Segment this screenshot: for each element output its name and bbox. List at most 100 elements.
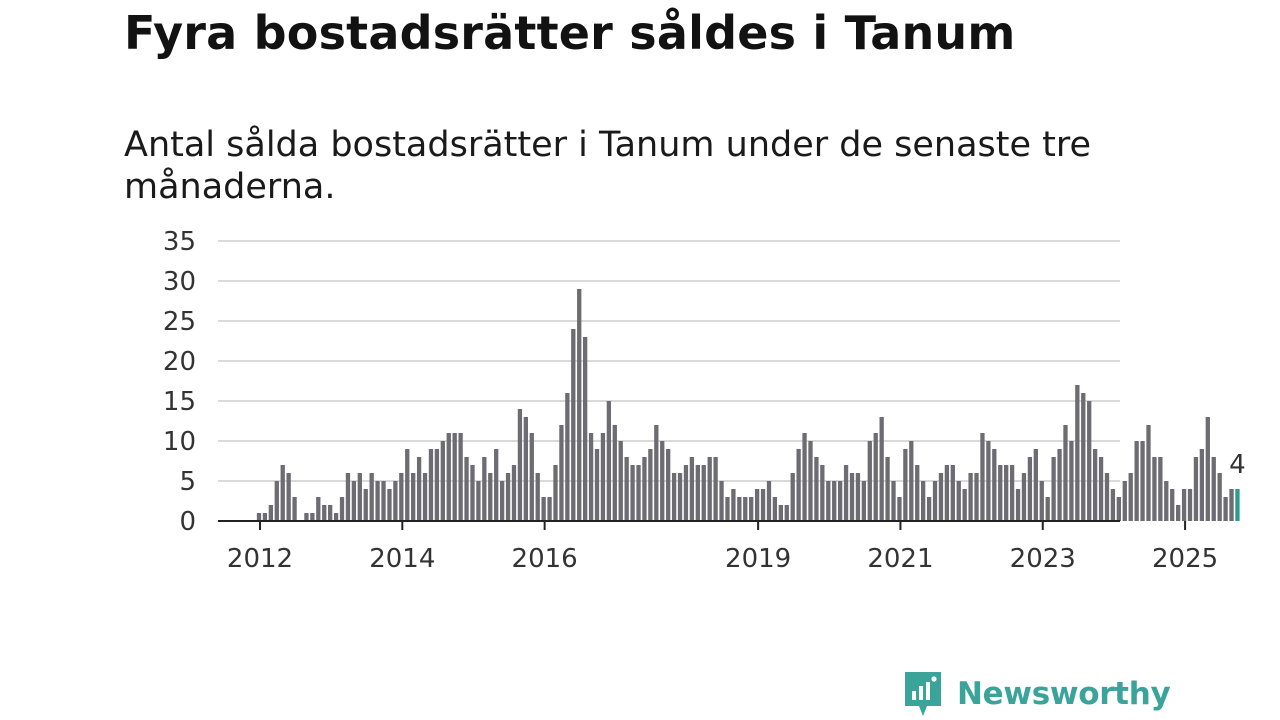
bar <box>594 449 600 521</box>
bar <box>1033 449 1038 521</box>
bar <box>1140 441 1145 521</box>
bar <box>903 449 908 521</box>
x-tick-label: 2016 <box>512 544 578 574</box>
bar <box>772 497 778 521</box>
bar <box>1027 457 1033 521</box>
bar <box>695 465 700 521</box>
bar <box>713 457 718 521</box>
bar <box>1110 489 1116 521</box>
y-tick-label: 0 <box>179 507 196 537</box>
bar <box>322 505 327 521</box>
bar <box>749 497 754 521</box>
bar <box>606 401 612 521</box>
y-tick-label: 35 <box>163 227 196 257</box>
bar <box>992 449 997 521</box>
bar <box>476 481 481 521</box>
bar-highlight <box>1235 489 1240 521</box>
bar <box>535 473 540 521</box>
bar <box>689 457 695 521</box>
bar <box>464 457 469 521</box>
bar <box>1164 481 1169 521</box>
bar <box>1104 473 1110 521</box>
bar <box>1158 457 1163 521</box>
bar <box>938 473 944 521</box>
y-tick-label: 20 <box>163 347 196 377</box>
bar <box>553 465 558 521</box>
x-tick-label: 2019 <box>725 544 791 574</box>
bar <box>505 473 511 521</box>
bar <box>648 449 653 521</box>
bar <box>1051 457 1056 521</box>
bar <box>541 497 546 521</box>
bar <box>328 505 333 521</box>
bar <box>316 497 321 521</box>
y-tick-label: 15 <box>163 387 196 417</box>
bar <box>1193 457 1199 521</box>
bar <box>642 457 647 521</box>
bar <box>428 449 434 521</box>
bar <box>926 497 932 521</box>
bar <box>1045 497 1050 521</box>
brand-name: Newsworthy <box>957 676 1171 712</box>
bar <box>796 449 801 521</box>
bar <box>1134 441 1139 521</box>
bar <box>915 465 920 521</box>
bar <box>636 465 641 521</box>
bar <box>1009 465 1015 521</box>
bar <box>577 289 582 521</box>
bar <box>446 433 451 521</box>
bar <box>523 417 528 521</box>
bar <box>1146 425 1151 521</box>
bar <box>784 505 789 521</box>
bar <box>488 473 493 521</box>
bar <box>262 513 268 521</box>
bar <box>861 481 867 521</box>
bar <box>411 473 416 521</box>
bar <box>618 441 623 521</box>
bar <box>286 473 291 521</box>
bar <box>399 473 404 521</box>
bar <box>802 433 807 521</box>
bar <box>826 481 831 521</box>
bar <box>891 481 896 521</box>
bar <box>1176 505 1181 521</box>
x-axis: 2012 2014 2016 2019 2021 2023 2025 <box>218 520 1218 574</box>
bar <box>921 481 926 521</box>
bar <box>1092 449 1098 521</box>
bar <box>1063 425 1068 521</box>
bar <box>790 473 795 521</box>
bar <box>968 473 973 521</box>
bar <box>950 465 955 521</box>
y-tick-label: 30 <box>163 267 196 297</box>
last-value-label: 4 <box>1229 450 1246 480</box>
newsworthy-logo[interactable]: Newsworthy <box>903 670 1171 718</box>
chart-subtitle: Antal sålda bostadsrätter i Tanum under … <box>124 125 1092 207</box>
bar <box>339 497 345 521</box>
bar <box>974 473 979 521</box>
bar-series <box>256 289 1240 521</box>
bar <box>677 473 683 521</box>
bar <box>517 409 523 521</box>
bar <box>719 481 724 521</box>
bar <box>499 481 505 521</box>
bar <box>452 433 457 521</box>
bar <box>962 489 967 521</box>
bar <box>879 417 884 521</box>
bar <box>867 441 872 521</box>
bar <box>494 449 499 521</box>
bar <box>808 441 813 521</box>
bar <box>1205 417 1210 521</box>
bar <box>381 481 386 521</box>
bar <box>1021 473 1027 521</box>
bar <box>660 441 665 521</box>
bar <box>944 465 950 521</box>
bar <box>837 481 843 521</box>
bar <box>624 457 629 521</box>
bar <box>1229 489 1234 521</box>
y-tick-label: 10 <box>163 427 196 457</box>
bar <box>363 489 368 521</box>
bar <box>1039 481 1044 521</box>
bar <box>292 497 297 521</box>
bar <box>405 449 410 521</box>
